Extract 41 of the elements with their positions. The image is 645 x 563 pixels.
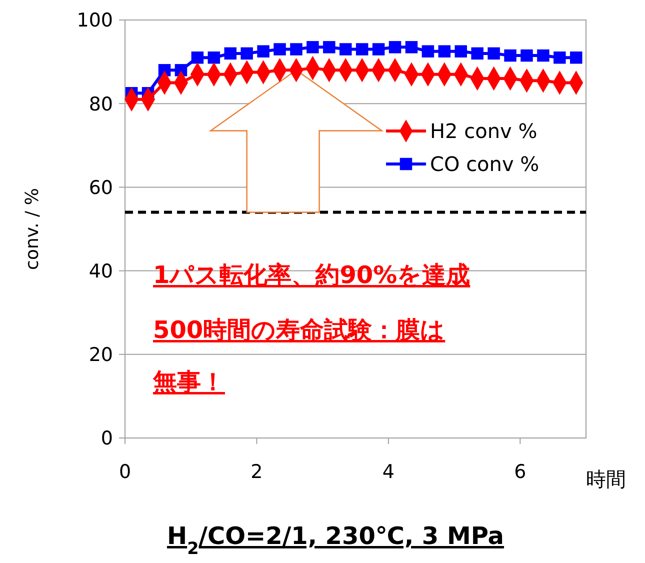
point (405, 41, 418, 54)
point (257, 45, 270, 58)
y-tick-label: 0 (100, 428, 113, 450)
x-tick-label: 6 (514, 461, 526, 483)
point (520, 49, 533, 62)
y-tick-label: 20 (88, 344, 113, 366)
y-tick-label: 60 (88, 176, 113, 199)
point (422, 45, 434, 58)
point (454, 45, 467, 58)
point (356, 43, 368, 56)
point (306, 41, 319, 54)
point (290, 43, 302, 56)
annotation: 500時間の寿命試験：膜は無事！ (152, 316, 446, 396)
x-tick-label: 2 (250, 461, 263, 483)
x-tick-label: 0 (118, 461, 132, 483)
point (208, 51, 220, 64)
point (488, 47, 500, 60)
point (339, 43, 352, 56)
text: H$_{2}$/CO=2/1, 230℃, 3 MPa (166, 522, 504, 558)
legend-label: H2 conv % (430, 119, 538, 143)
point (240, 47, 253, 60)
annotation: 1パス転化率、約90%を達成 (153, 261, 470, 289)
y-axis-title: conv. / % (22, 188, 43, 270)
point (191, 51, 204, 64)
point (388, 41, 402, 54)
legend-label: CO conv % (430, 152, 540, 176)
y-tick-label: 80 (88, 93, 113, 116)
point (471, 47, 484, 60)
point (274, 43, 286, 56)
point (323, 41, 336, 54)
point (224, 47, 236, 60)
x-axis-title: 時間 (586, 467, 626, 491)
y-tick-label: 40 (88, 260, 113, 282)
point (537, 49, 550, 62)
point (372, 43, 385, 56)
x-tick-label: 4 (382, 461, 394, 483)
point (554, 51, 566, 64)
point (504, 49, 516, 62)
point (570, 51, 582, 64)
y-tick-label: 100 (76, 10, 113, 32)
point (438, 45, 451, 58)
